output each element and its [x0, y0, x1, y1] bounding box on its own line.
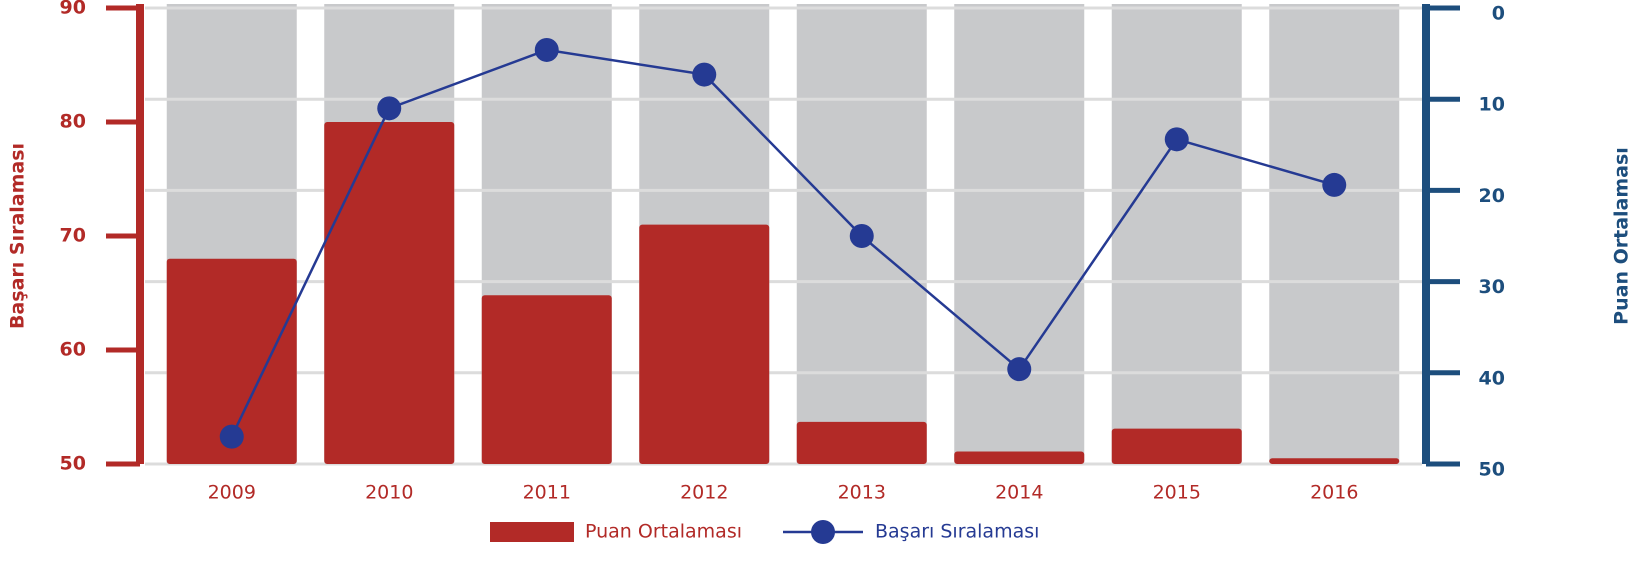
y-tick-label: 60: [60, 339, 86, 361]
point: [534, 37, 559, 62]
y2-tick-label: 20: [1479, 185, 1505, 207]
legend-label: Puan Ortalaması: [585, 521, 742, 543]
bar: [166, 258, 297, 464]
y2-tick-label: 40: [1479, 367, 1505, 389]
y-tick-label: 50: [60, 453, 86, 475]
point: [849, 224, 874, 248]
point: [219, 424, 244, 449]
bar-background: [954, 4, 1085, 464]
y-axis-title: Başarı Sıralaması: [7, 143, 29, 329]
bar: [954, 451, 1085, 464]
bar: [796, 421, 927, 464]
point: [1322, 172, 1347, 197]
x-tick-label: 2012: [680, 482, 728, 504]
x-tick-label: 2013: [838, 482, 886, 504]
bar: [1269, 458, 1400, 464]
y2-tick-label: 10: [1479, 94, 1505, 116]
point: [692, 62, 717, 87]
y-tick-label: 80: [60, 111, 86, 133]
x-tick-label: 2014: [995, 482, 1043, 504]
point: [1164, 127, 1189, 152]
y-tick-label: 70: [60, 225, 86, 247]
x-tick-label: 2015: [1153, 482, 1201, 504]
bar-background: [1111, 4, 1242, 464]
legend-label: Başarı Sıralaması: [875, 521, 1039, 543]
bar: [324, 122, 455, 464]
x-tick-label: 2010: [365, 482, 413, 504]
point: [1007, 357, 1032, 382]
legend-swatch: [811, 520, 835, 544]
x-tick-label: 2011: [523, 482, 571, 504]
y2-tick-label: 30: [1479, 276, 1505, 298]
bar: [639, 224, 770, 464]
x-tick-label: 2009: [208, 482, 256, 504]
bar: [1111, 428, 1242, 464]
bar: [481, 295, 612, 464]
y2-tick-label: 0: [1492, 3, 1505, 25]
y2-axis-title: Puan Ortalaması: [1611, 147, 1633, 325]
y-tick-label: 90: [60, 0, 86, 19]
point: [377, 96, 402, 121]
legend-swatch: [490, 522, 574, 542]
x-tick-label: 2016: [1310, 482, 1358, 504]
line: [230, 48, 1335, 438]
bar-background: [1269, 4, 1400, 464]
y2-tick-label: 50: [1479, 459, 1505, 481]
